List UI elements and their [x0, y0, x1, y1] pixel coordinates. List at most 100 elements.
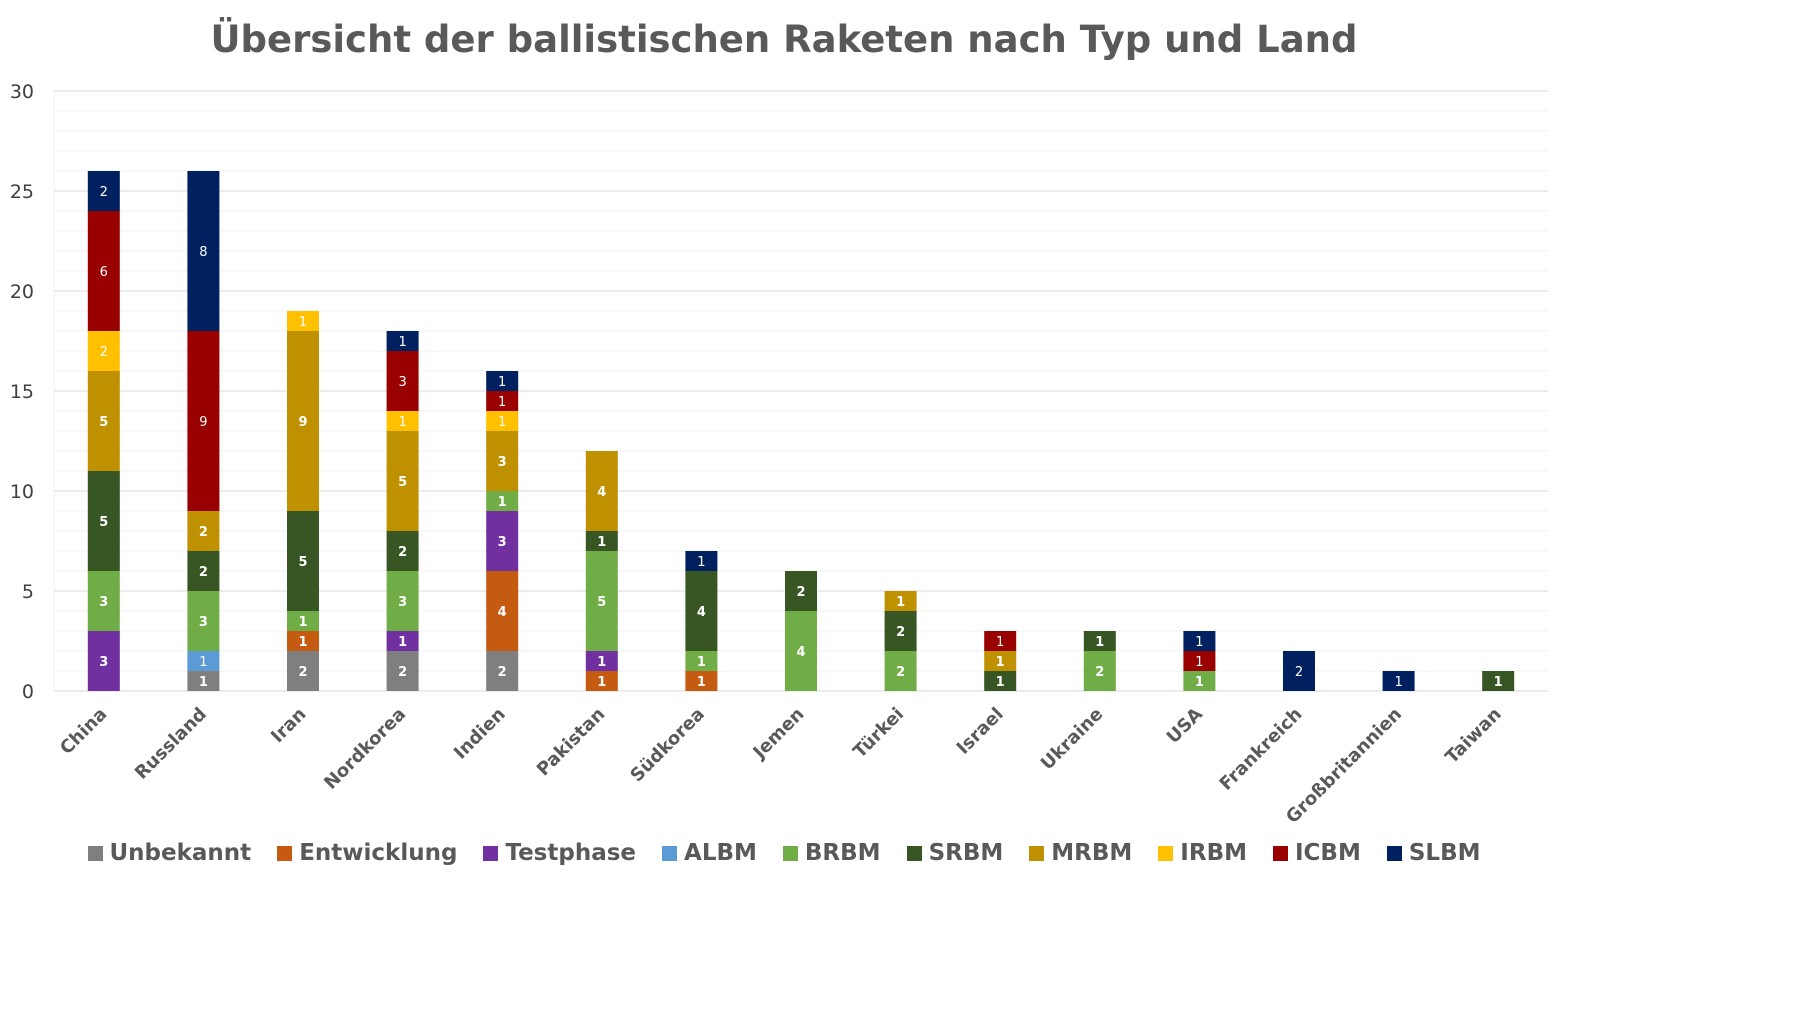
bar-segment-slbm	[1382, 671, 1415, 691]
x-tick-label: Russland	[131, 704, 211, 784]
y-tick-label: 10	[10, 481, 34, 503]
y-tick-label: 20	[10, 281, 34, 303]
y-tick-label: 0	[22, 681, 34, 703]
data-label: 1	[996, 655, 1005, 670]
bar-segment-brbm	[1183, 671, 1216, 691]
data-labels: 3 3 5 5 2 6 2 1 1 3 2 2 9 8 2 1 1 5 9 1 2 1 3 2 5 1 3 1 2 4 3 1 3 1 1 1 1 1 5 1…	[99, 185, 1502, 690]
data-label: 1	[597, 675, 606, 690]
data-label: 1	[1095, 635, 1104, 650]
legend-label: Entwicklung	[299, 840, 458, 866]
x-tick-label: USA	[1163, 704, 1207, 748]
data-label: 2	[896, 665, 905, 680]
data-label: 1	[199, 675, 208, 690]
x-tick-label: Israel	[953, 704, 1008, 759]
data-label: 3	[498, 535, 507, 550]
data-label: 1	[1394, 675, 1402, 690]
bar-segment-entwicklung	[287, 631, 319, 651]
data-label: 3	[99, 655, 108, 670]
bar-segment-srbm	[386, 531, 419, 571]
bar-segment-entwicklung	[585, 671, 618, 691]
data-label: 1	[498, 375, 506, 390]
legend: Unbekannt Entwicklung Testphase ALBM BRBM SRB…	[0, 840, 1568, 866]
legend-swatch	[483, 845, 499, 861]
legend-label: BRBM	[804, 840, 881, 866]
bar-segment-irbm	[486, 411, 519, 431]
data-label: 3	[199, 615, 208, 630]
bar-segment-srbm	[884, 611, 917, 651]
bar-segment-srbm	[585, 531, 618, 551]
legend-item: ALBM	[662, 840, 757, 866]
x-tick-label: Jemen	[748, 704, 809, 765]
bar-segment-mrbm	[287, 331, 319, 511]
legend-label: Testphase	[505, 840, 637, 866]
data-label: 1	[697, 655, 706, 670]
x-tick-label: Südkorea	[626, 704, 709, 787]
data-label: 2	[100, 185, 108, 200]
data-label: 1	[1494, 675, 1503, 690]
data-label: 5	[298, 555, 307, 570]
data-label: 4	[796, 645, 805, 660]
x-tick-label: Nordkorea	[320, 704, 410, 794]
y-tick-label: 30	[10, 81, 34, 103]
x-tick-label: Indien	[450, 704, 510, 764]
bar-segment-brbm	[486, 491, 519, 511]
x-tick-label: Ukraine	[1037, 704, 1108, 775]
bar-segment-srbm	[984, 671, 1017, 691]
bar-segment-brbm	[1083, 651, 1116, 691]
data-label: 2	[498, 665, 507, 680]
legend-swatch	[1272, 845, 1288, 861]
data-label: 1	[498, 495, 507, 510]
data-label: 1	[398, 415, 406, 430]
data-label: 4	[697, 605, 706, 620]
legend-label: IRBM	[1180, 840, 1247, 866]
bar-segment-mrbm	[984, 651, 1017, 671]
legend-swatch	[1158, 845, 1174, 861]
bar-segment-srbm	[87, 471, 120, 571]
bar-segment-irbm	[87, 331, 120, 371]
bar-segment-brbm	[386, 571, 419, 631]
bar-segment-brbm	[287, 611, 319, 631]
y-tick-label: 25	[10, 181, 34, 203]
bar-segment-unbekannt	[187, 671, 220, 691]
data-label: 4	[498, 605, 507, 620]
bar-segment-mrbm	[884, 591, 917, 611]
data-label: 2	[398, 545, 407, 560]
legend-swatch	[906, 845, 922, 861]
legend-item: Entwicklung	[277, 840, 457, 866]
data-label: 9	[199, 415, 207, 430]
data-label: 6	[100, 265, 108, 280]
data-label: 9	[298, 415, 307, 430]
bar-segment-testphase	[87, 631, 120, 691]
bar-segment-albm	[187, 651, 220, 671]
data-label: 1	[597, 535, 606, 550]
bar-segment-slbm	[1283, 651, 1315, 691]
data-label: 4	[597, 485, 606, 500]
x-tick-label: Pakistan	[533, 704, 610, 781]
x-tick-label: Iran	[267, 704, 311, 748]
data-label: 5	[597, 595, 606, 610]
bar-segment-brbm	[884, 651, 917, 691]
data-label: 2	[199, 565, 208, 580]
legend-item: BRBM	[782, 840, 881, 866]
bar-segment-testphase	[486, 511, 519, 571]
bar-segment-irbm	[386, 411, 419, 431]
legend-item: SLBM	[1386, 840, 1480, 866]
data-label: 1	[996, 675, 1005, 690]
bar-segment-srbm	[1482, 671, 1515, 691]
bar-segment-srbm	[187, 551, 220, 591]
data-label: 2	[298, 665, 307, 680]
bar-segment-slbm	[685, 551, 718, 571]
bar-segment-slbm	[386, 331, 419, 351]
bar-segment-brbm	[685, 651, 718, 671]
bar-segment-mrbm	[585, 451, 618, 531]
data-label: 1	[398, 335, 406, 350]
data-label: 3	[398, 595, 407, 610]
bar-segment-icbm	[984, 631, 1017, 651]
legend-label: ICBM	[1294, 840, 1361, 866]
legend-label: Unbekannt	[109, 840, 252, 866]
legend-swatch	[662, 845, 678, 861]
data-label: 3	[498, 455, 507, 470]
data-label: 1	[697, 555, 705, 570]
legend-item: Unbekannt	[87, 840, 252, 866]
